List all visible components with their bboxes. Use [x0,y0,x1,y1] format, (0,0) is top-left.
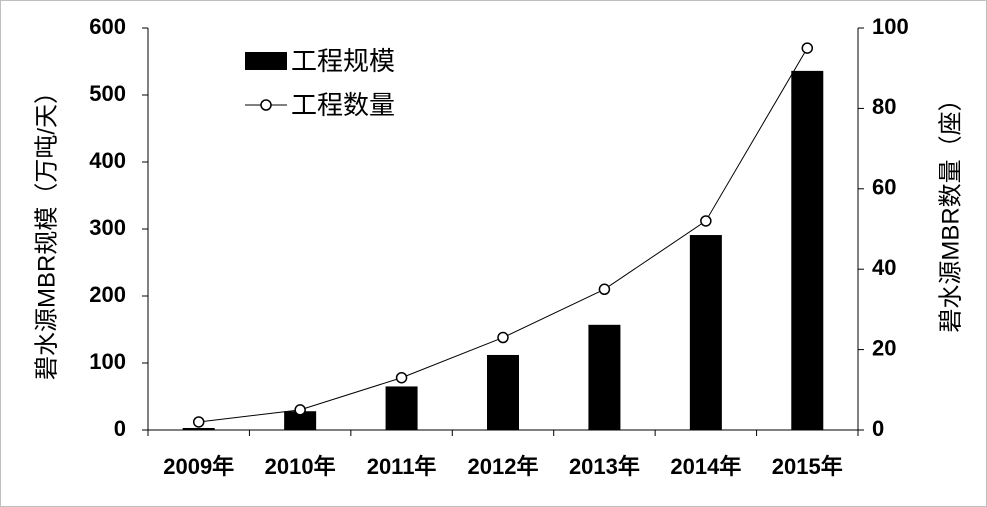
legend-bar-swatch [245,52,287,70]
line-point [497,331,509,344]
line-point [700,215,712,227]
x-tick-label: 2011年 [367,454,437,479]
y-tick-label: 100 [89,349,126,374]
legend-label-bar: 工程规模 [291,46,395,76]
legend: 工程规模 工程数量 [245,46,395,120]
y2-tick-label: 40 [872,255,896,280]
x-tick-label: 2012年 [468,454,539,479]
bar [791,70,824,430]
y-tick-label: 200 [89,282,126,307]
y-axis-title: 碧水源MBR规模（万吨/天） [33,80,60,380]
line-point [192,416,205,428]
y-tick-label: 300 [89,215,126,240]
bar [182,427,215,430]
y2-tick-label: 20 [872,335,896,360]
x-tick-label: 2009年 [163,454,234,479]
legend-marker-icon [260,99,272,111]
y-tick-label: 500 [89,81,126,106]
line-point [801,42,814,54]
line-point [395,371,408,384]
y2-tick-label: 60 [872,175,896,200]
line-series [192,42,814,428]
legend-label-line: 工程数量 [291,90,395,120]
y2-tick-label: 80 [872,94,896,119]
bar [588,324,621,430]
y-tick-label: 0 [114,416,126,441]
bar [689,235,722,430]
bar [487,354,519,430]
x-tick-label: 2015年 [772,454,843,479]
bar [284,411,317,430]
x-tick-label: 2010年 [265,454,336,479]
x-tick-label: 2013年 [569,454,640,479]
tick-labels: 0 100 200 300 400 500 600 0 20 40 60 80 100 2009年 2010… [89,14,908,479]
line-point [294,404,306,416]
y2-tick-label: 0 [872,416,884,441]
line-point [598,283,611,296]
bar [385,386,418,430]
y2-axis-title: 碧水源MBR数量（座） [937,87,964,332]
bar-series [182,70,824,430]
y-tick-label: 600 [89,14,126,39]
y-tick-label: 400 [89,148,126,173]
x-tick-label: 2014年 [670,454,741,479]
y2-tick-label: 100 [872,14,909,39]
